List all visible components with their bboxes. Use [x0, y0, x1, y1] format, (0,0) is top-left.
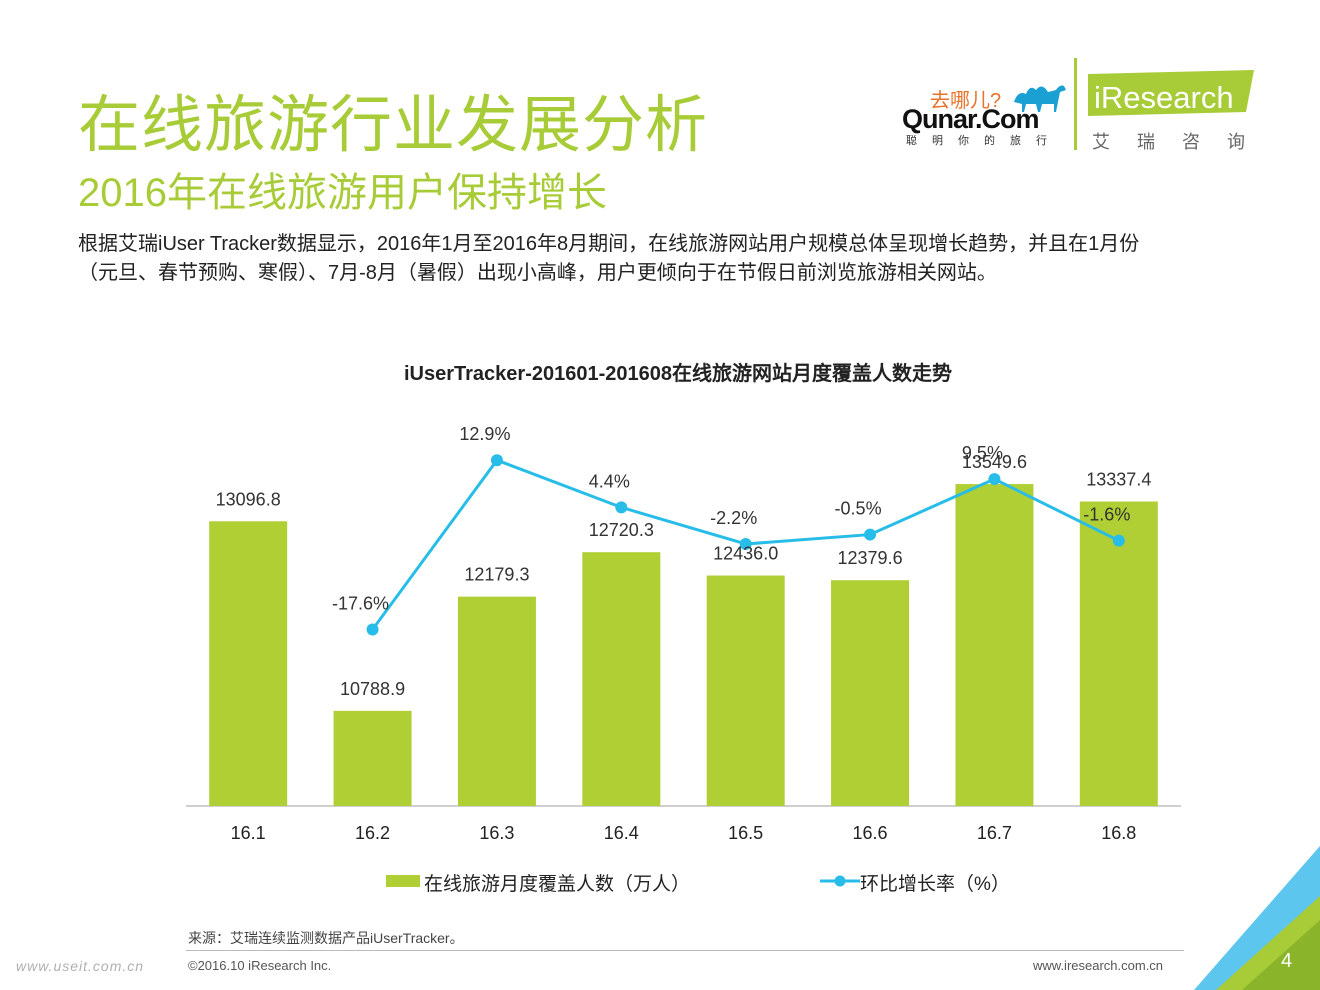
- bar-16.2: [333, 710, 412, 806]
- corner-decoration: [1194, 846, 1320, 990]
- iresearch-logo: iResearch 艾瑞咨询: [1088, 70, 1258, 152]
- legend-bar-swatch: [386, 875, 420, 887]
- growth-label-16.4: 4.4%: [589, 471, 630, 491]
- description-line-2: （元旦、春节预购、寒假）、7月-8月（暑假）出现小高峰，用户更倾向于在节假日前浏…: [78, 262, 997, 284]
- bar-label-16.6: 12379.6: [838, 548, 903, 568]
- qunar-logo-cn: 去哪儿?: [930, 90, 1002, 112]
- chart-title: iUserTracker-201601-201608在线旅游网站月度覆盖人数走势: [404, 363, 952, 385]
- copyright: ©2016.10 iResearch Inc.: [188, 958, 332, 973]
- bar-label-16.3: 12179.3: [464, 565, 529, 585]
- camel-icon: [1014, 85, 1066, 112]
- x-tick-16.1: 16.1: [231, 823, 266, 843]
- growth-label-16.6: -0.5%: [835, 499, 882, 519]
- page-subtitle: 2016年在线旅游用户保持增长: [78, 171, 607, 215]
- iresearch-logo-en: iResearch: [1094, 80, 1234, 115]
- description-line-1: 根据艾瑞iUser Tracker数据显示，2016年1月至2016年8月期间，…: [78, 233, 1140, 255]
- logo-divider: [1074, 58, 1077, 150]
- growth-point-16.6: [864, 528, 877, 541]
- watermark: www.useit.com.cn: [16, 958, 145, 974]
- growth-point-16.3: [490, 454, 503, 467]
- bar-16.4: [582, 552, 661, 806]
- iresearch-banner: iResearch: [1088, 70, 1254, 116]
- x-tick-16.4: 16.4: [604, 823, 639, 843]
- bar-16.6: [831, 580, 910, 806]
- legend-bar-label: 在线旅游月度覆盖人数（万人）: [424, 874, 691, 895]
- growth-point-16.2: [366, 623, 379, 636]
- growth-label-16.8: -1.6%: [1083, 505, 1130, 525]
- bar-16.1: [209, 521, 288, 806]
- x-tick-16.2: 16.2: [355, 823, 390, 843]
- legend-line-label: 环比增长率（%）: [860, 874, 1010, 895]
- qunar-logo: 去哪儿? Qunar.Com 聪明你的旅行: [900, 80, 1070, 150]
- description: 根据艾瑞iUser Tracker数据显示，2016年1月至2016年8月期间，…: [78, 230, 1258, 288]
- bar-16.5: [706, 575, 785, 806]
- growth-label-16.7: 9.5%: [962, 443, 1003, 463]
- page-number: 4: [1281, 950, 1293, 972]
- qunar-logo-slogan: 聪明你的旅行: [906, 135, 1062, 147]
- bar-16.3: [457, 596, 536, 806]
- bar-label-16.7: 13549.6: [962, 452, 1027, 472]
- x-tick-16.5: 16.5: [728, 823, 763, 843]
- x-tick-16.7: 16.7: [977, 823, 1012, 843]
- growth-label-16.3: 12.9%: [459, 424, 510, 444]
- growth-point-16.7: [988, 473, 1001, 486]
- footer-divider: [186, 950, 1184, 951]
- iresearch-logo-cn: 艾瑞咨询: [1092, 132, 1272, 152]
- x-tick-16.6: 16.6: [853, 823, 888, 843]
- growth-point-16.4: [615, 501, 628, 514]
- bar-label-16.8: 13337.4: [1086, 469, 1151, 489]
- source-note: 来源：艾瑞连续监测数据产品iUserTracker。: [188, 930, 464, 946]
- bar-label-16.2: 10788.9: [340, 679, 405, 699]
- website-link[interactable]: www.iresearch.com.cn: [1033, 958, 1164, 973]
- growth-point-16.8: [1112, 534, 1125, 547]
- growth-label-16.5: -2.2%: [710, 508, 757, 528]
- page-title: 在线旅游行业发展分析: [78, 91, 709, 160]
- bar-label-16.5: 12436.0: [713, 544, 778, 564]
- bar-16.8: [1079, 501, 1158, 806]
- bar-label-16.1: 13096.8: [216, 489, 281, 509]
- bar-16.7: [955, 484, 1034, 806]
- legend-line-icon: [820, 875, 860, 887]
- x-tick-16.3: 16.3: [479, 823, 514, 843]
- qunar-logo-en: Qunar.Com: [902, 104, 1040, 134]
- x-tick-16.8: 16.8: [1101, 823, 1136, 843]
- bar-label-16.4: 12720.3: [589, 520, 654, 540]
- growth-label-16.2: -17.6%: [332, 593, 389, 613]
- growth-point-16.5: [739, 538, 752, 550]
